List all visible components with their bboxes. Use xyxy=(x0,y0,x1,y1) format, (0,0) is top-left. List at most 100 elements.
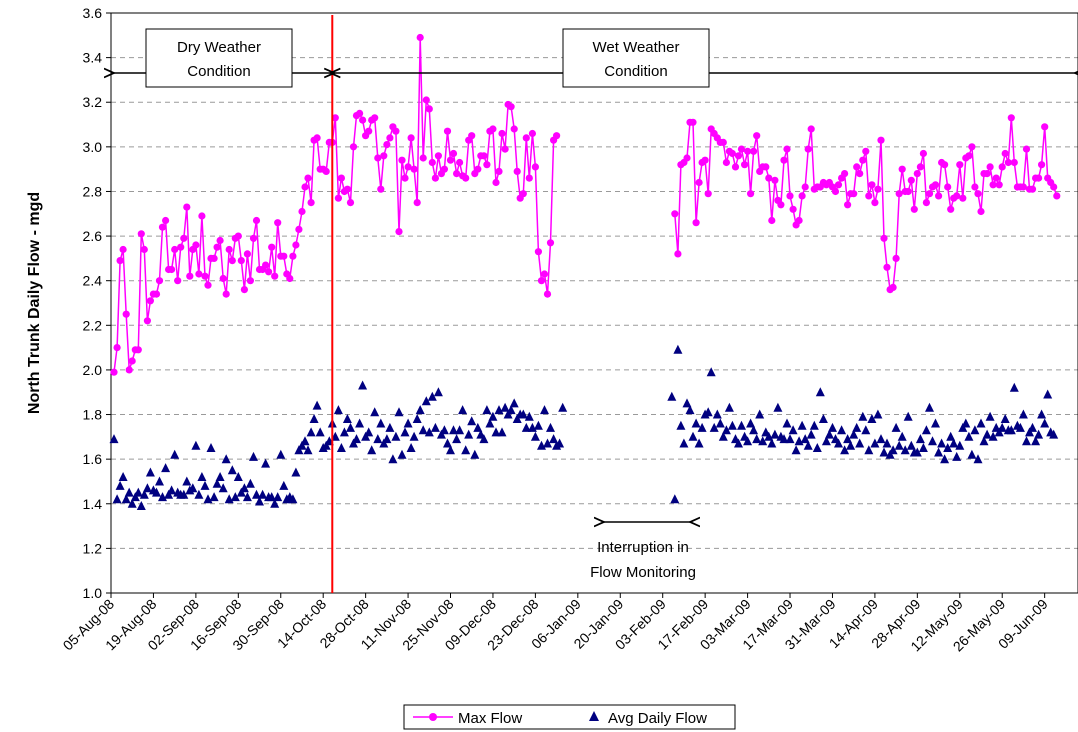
avg-flow-point xyxy=(834,438,843,448)
avg-flow-point xyxy=(415,405,425,415)
y-tick-label: 3.0 xyxy=(83,139,103,155)
avg-flow-point xyxy=(715,418,725,428)
avg-flow-point xyxy=(1018,409,1028,419)
avg-flow-point xyxy=(734,438,743,448)
avg-flow-point xyxy=(773,402,783,412)
avg-flow-point xyxy=(1028,422,1037,432)
max-flow-point xyxy=(765,174,773,182)
avg-flow-point xyxy=(918,443,928,452)
avg-flow-point xyxy=(370,407,380,417)
avg-flow-point xyxy=(821,436,831,446)
avg-flow-point xyxy=(388,454,398,464)
avg-flow-point xyxy=(255,496,264,506)
max-flow-point xyxy=(804,145,812,153)
max-flow-point xyxy=(407,134,415,142)
avg-flow-point xyxy=(161,463,171,473)
avg-flow-point xyxy=(706,367,716,377)
avg-flow-point xyxy=(249,451,258,461)
avg-flow-point xyxy=(209,492,219,502)
max-flow-point xyxy=(371,114,379,122)
interruption-label-line1: Interruption in xyxy=(597,539,689,556)
max-flow-point xyxy=(968,143,976,151)
max-flow-point xyxy=(695,178,703,187)
dry-weather-label-line1: Dry Weather xyxy=(177,39,261,56)
avg-flow-point xyxy=(230,492,240,502)
avg-flow-point xyxy=(421,396,431,406)
avg-flow-point xyxy=(212,478,222,488)
avg-flow-point xyxy=(288,494,298,504)
max-flow-point xyxy=(234,232,242,240)
max-flow-point xyxy=(671,210,679,218)
avg-flow-point xyxy=(855,438,865,448)
avg-flow-point xyxy=(276,449,286,459)
max-flow-point xyxy=(525,174,533,182)
max-flow-point xyxy=(762,163,770,171)
max-flow-point xyxy=(222,290,230,298)
max-flow-point xyxy=(489,125,497,133)
avg-flow-point xyxy=(549,434,559,444)
avg-flow-point xyxy=(455,425,465,435)
avg-flow-point xyxy=(449,425,458,435)
avg-flow-point xyxy=(806,429,816,439)
max-flow-point xyxy=(944,183,952,191)
series-avg-daily-flow xyxy=(109,344,1059,510)
max-flow-point xyxy=(1038,161,1046,169)
avg-flow-point xyxy=(837,425,847,435)
avg-flow-point xyxy=(540,405,549,415)
avg-flow-point xyxy=(152,487,161,497)
max-flow-point xyxy=(155,277,164,285)
avg-flow-point xyxy=(852,422,862,432)
max-flow-point xyxy=(907,176,915,184)
max-flow-point xyxy=(674,250,682,258)
max-flow-point xyxy=(1007,114,1015,122)
max-flow-point xyxy=(356,109,364,117)
avg-flow-point xyxy=(497,427,507,437)
y-tick-label: 1.4 xyxy=(83,496,103,512)
wet-weather-box xyxy=(562,28,710,88)
avg-flow-point xyxy=(864,445,874,455)
avg-flow-point xyxy=(506,405,516,415)
max-flow-point xyxy=(298,207,306,216)
avg-flow-point xyxy=(849,429,859,439)
avg-flow-point xyxy=(903,411,913,421)
y-tick-label: 3.6 xyxy=(83,5,103,21)
avg-flow-point xyxy=(533,420,543,430)
max-flow-point xyxy=(919,149,928,158)
y-tick-label: 1.8 xyxy=(83,407,103,423)
avg-flow-point xyxy=(461,445,471,455)
max-flow-point xyxy=(198,212,206,220)
avg-flow-point xyxy=(1022,436,1031,446)
max-flow-point xyxy=(268,243,276,251)
max-flow-point xyxy=(446,156,455,164)
avg-flow-point xyxy=(946,431,956,441)
wet-weather-label-line1: Wet Weather xyxy=(593,39,680,56)
max-flow-point xyxy=(935,192,943,200)
max-flow-point xyxy=(771,176,779,184)
avg-flow-point xyxy=(912,447,922,457)
avg-flow-point xyxy=(430,422,440,432)
max-flow-point xyxy=(413,199,421,207)
avg-flow-point xyxy=(1049,429,1059,439)
max-flow-point xyxy=(195,270,203,278)
max-flow-point xyxy=(122,310,130,318)
avg-flow-point xyxy=(846,440,856,450)
max-flow-point xyxy=(349,143,358,151)
avg-flow-point xyxy=(749,425,759,435)
max-flow-point xyxy=(307,199,315,207)
max-flow-point xyxy=(249,234,258,242)
max-flow-point xyxy=(252,216,261,225)
plot-area-frame xyxy=(110,12,1078,594)
max-flow-point xyxy=(216,236,224,245)
max-flow-point xyxy=(892,254,900,262)
max-flow-point xyxy=(859,156,867,164)
avg-flow-point xyxy=(952,451,962,461)
avg-flow-point xyxy=(976,418,986,428)
avg-flow-point xyxy=(770,429,780,439)
avg-flow-point xyxy=(470,449,480,459)
avg-flow-point xyxy=(406,443,416,452)
max-flow-point xyxy=(192,241,200,249)
max-flow-point xyxy=(986,163,994,171)
avg-flow-point xyxy=(809,420,819,430)
avg-flow-point xyxy=(109,434,119,444)
